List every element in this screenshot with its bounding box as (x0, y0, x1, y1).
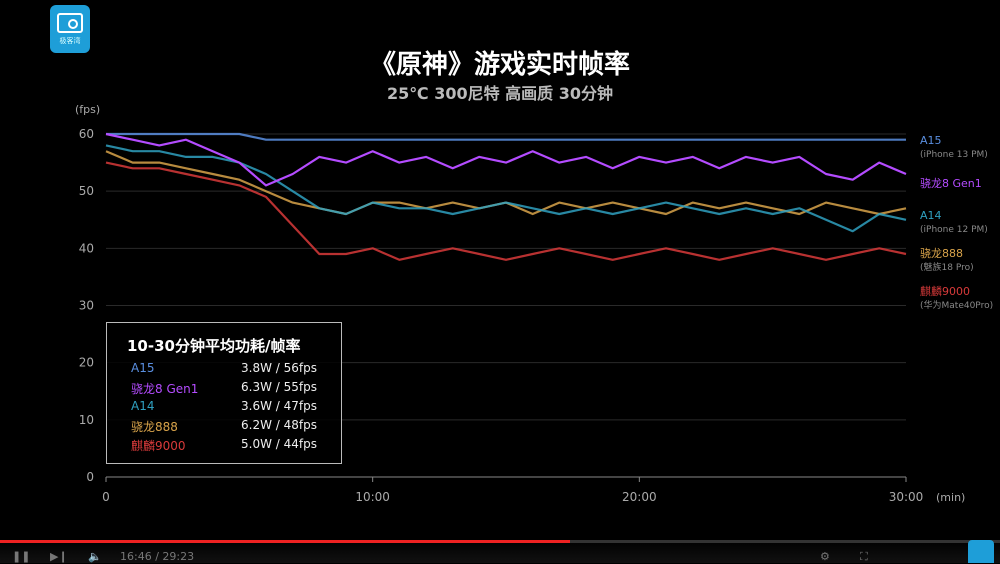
video-progress-fill (0, 540, 570, 543)
summary-row-value: 6.2W / 48fps (241, 418, 317, 432)
y-tick-label: 50 (79, 184, 94, 198)
series-line (105, 132, 907, 187)
series-line (106, 132, 906, 141)
fullscreen-icon[interactable]: ⛶ (860, 550, 868, 563)
summary-row-name: A15 (131, 361, 155, 375)
legend-sublabel: (iPhone 13 PM) (920, 150, 988, 160)
volume-icon[interactable]: 🔈 (88, 550, 102, 563)
y-tick-label: 10 (79, 413, 94, 427)
summary-row-name: 骁龙8 Gen1 (131, 382, 199, 396)
watermark-logo (968, 540, 994, 563)
x-tick-label: 30:00 (889, 490, 924, 504)
legend-label: A15 (920, 134, 942, 147)
legend-label: 麒麟9000 (920, 284, 970, 298)
x-axis-label: (min) (936, 491, 965, 504)
legend-sublabel: (魅族18 Pro) (920, 261, 974, 273)
y-tick-label: 0 (86, 470, 94, 484)
summary-row-value: 3.6W / 47fps (241, 399, 317, 413)
series-line (105, 144, 907, 233)
y-tick-label: 30 (79, 299, 94, 313)
legend-label: 骁龙888 (920, 246, 963, 260)
video-time: 16:46 / 29:23 (120, 550, 195, 563)
summary-title: 10-30分钟平均功耗/帧率 (127, 337, 301, 355)
summary-row-name: 骁龙888 (131, 420, 178, 434)
settings-icon[interactable]: ⚙ (820, 550, 830, 563)
summary-row-name: A14 (131, 399, 155, 413)
legend-label: A14 (920, 209, 942, 222)
y-tick-label: 20 (79, 356, 94, 370)
x-tick-label: 0 (102, 490, 110, 504)
video-player-controls: ❚❚ ▶❙ 🔈 16:46 / 29:23 ⚙ ⛶ (0, 540, 1000, 563)
x-tick-label: 20:00 (622, 490, 657, 504)
series-line (105, 161, 907, 261)
y-axis-label: (fps) (75, 103, 100, 116)
play-pause-icon[interactable]: ❚❚ (12, 550, 31, 563)
y-tick-label: 60 (79, 127, 94, 141)
channel-logo: 极客湾 (50, 5, 90, 53)
legend-sublabel: (iPhone 12 PM) (920, 225, 988, 235)
camera-icon (57, 12, 83, 33)
next-icon[interactable]: ▶❙ (50, 550, 68, 563)
summary-row-value: 5.0W / 44fps (241, 437, 317, 451)
summary-box: 10-30分钟平均功耗/帧率 A15 3.8W / 56fps 骁龙8 Gen1… (106, 322, 342, 464)
fps-line-chart: 0 10 20 30 40 50 60 (fps) 0 10:00 20:00 30:00 (min) A… (75, 103, 993, 504)
legend-label: 骁龙8 Gen1 (920, 176, 982, 190)
chart-subtitle: 25℃ 300尼特 高画质 30分钟 (386, 84, 614, 103)
summary-row-value: 6.3W / 55fps (241, 380, 317, 394)
y-tick-label: 40 (79, 241, 94, 255)
summary-row-name: 麒麟9000 (131, 439, 186, 453)
x-tick-label: 10:00 (355, 490, 390, 504)
channel-logo-text: 极客湾 (59, 36, 81, 45)
legend-sublabel: (华为Mate40Pro) (920, 299, 993, 311)
chart-title: 《原神》游戏实时帧率 (369, 50, 630, 80)
summary-row-value: 3.8W / 56fps (241, 361, 317, 375)
